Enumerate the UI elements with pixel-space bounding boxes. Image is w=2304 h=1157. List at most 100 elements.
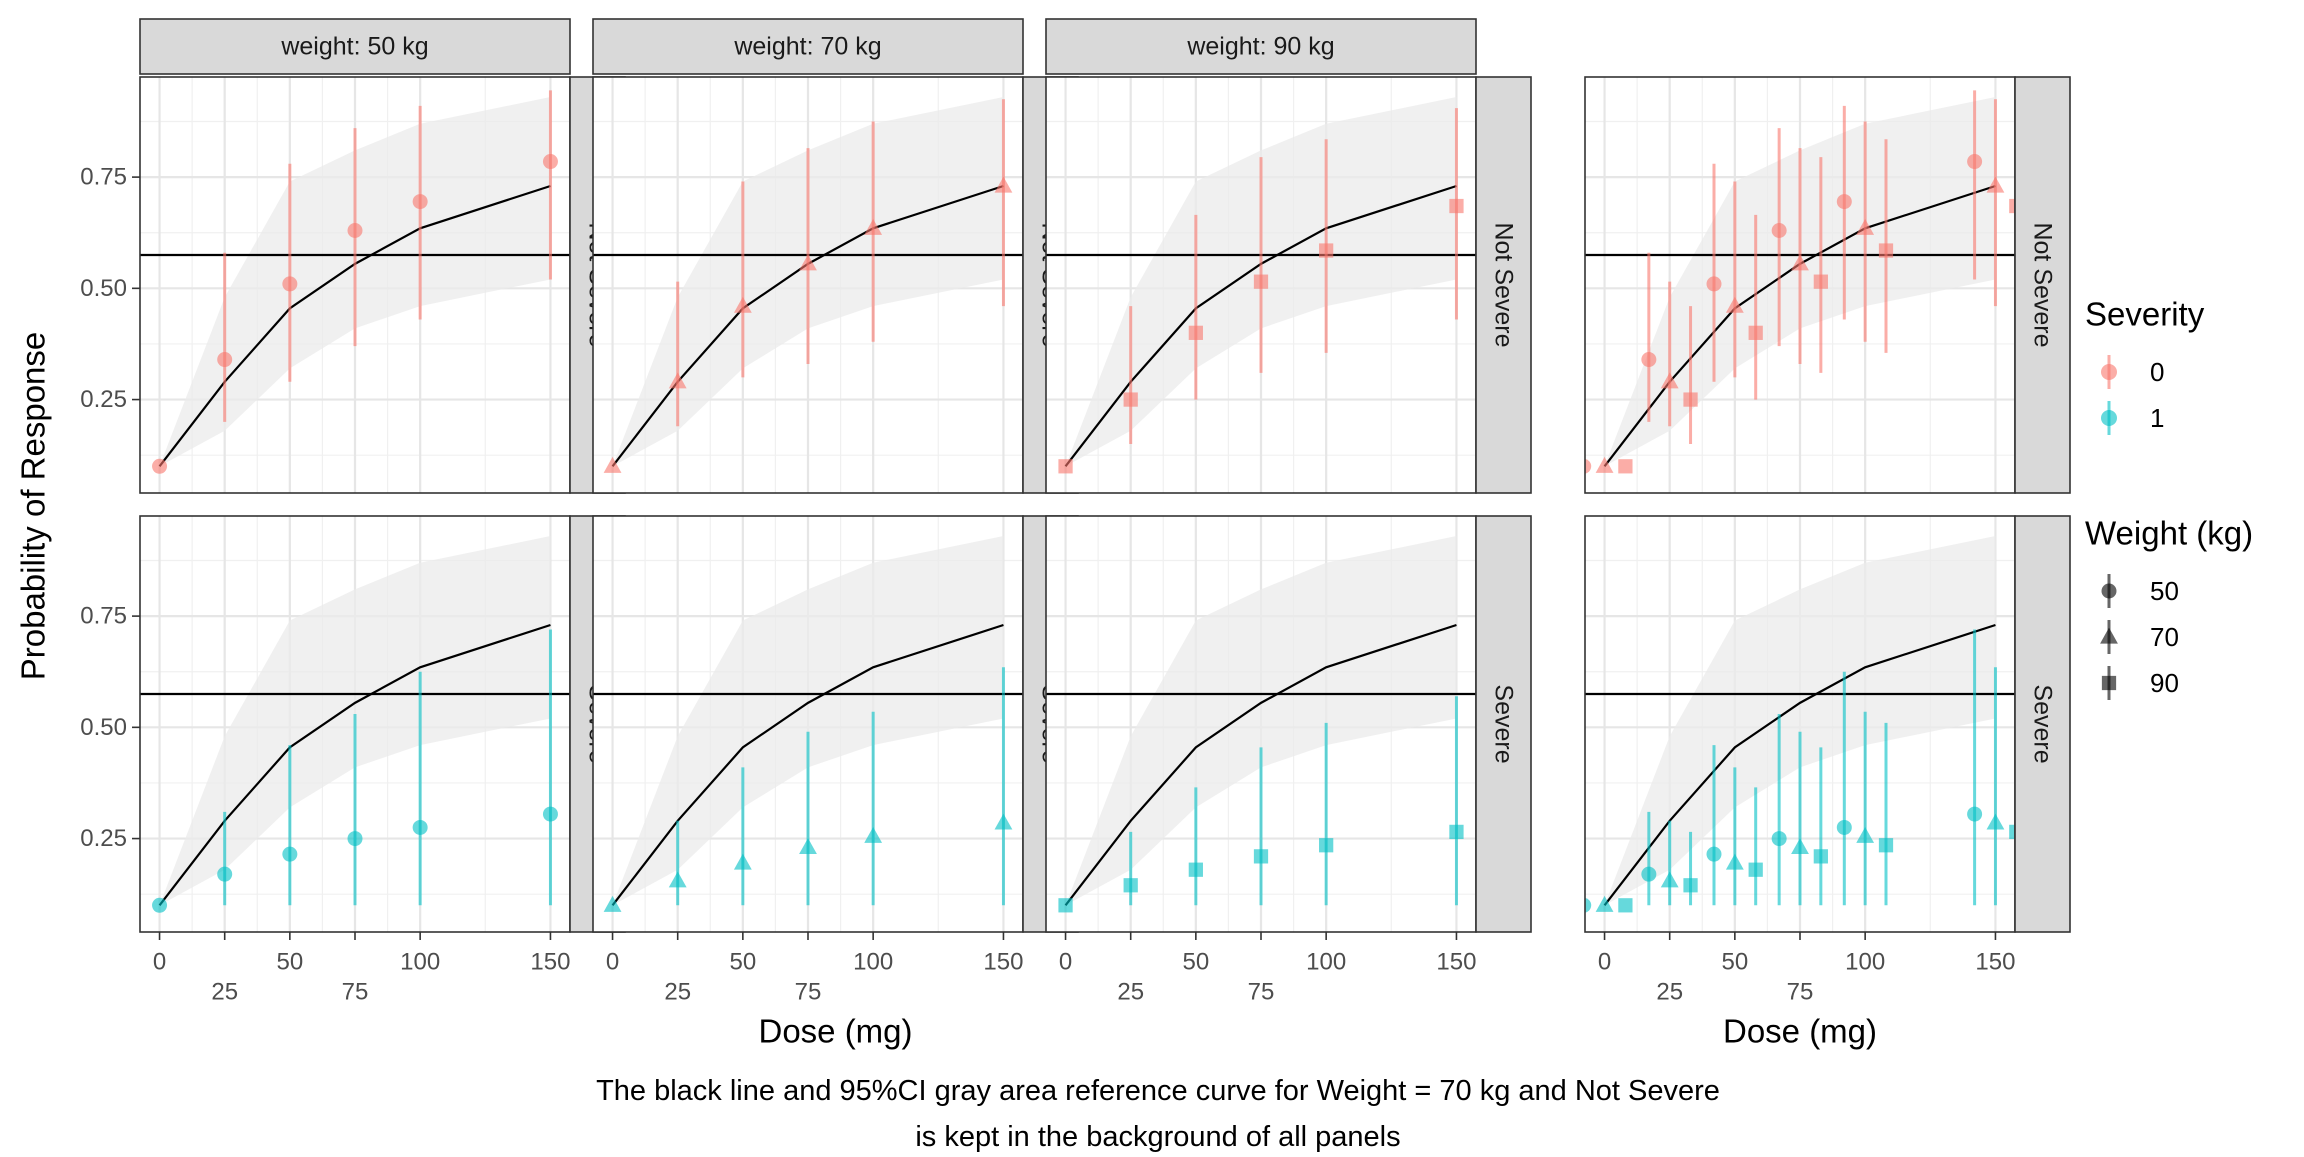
legend-severity-title: Severity [2085,296,2205,333]
data-point [1449,824,1464,840]
x-tick-label: 0 [1598,949,1611,976]
data-point [1813,849,1828,864]
data-point [1836,194,1852,210]
facet-strip-row [1475,515,1532,933]
data-point [1660,372,1679,389]
data-point [1683,392,1698,407]
panel-1-2: Severe [1045,515,1532,933]
facet-column-label: weight: 70 kg [733,33,881,61]
x-tick-label: 50 [276,949,303,976]
x-tick-label: 75 [342,979,369,1006]
data-point [1253,849,1269,864]
data-point [1856,826,1875,843]
x-tick-label: 50 [1182,949,1209,976]
y-tick-label: 0.50 [80,714,127,741]
x-tick-label: 75 [1787,979,1814,1006]
x-tick-label: 25 [1117,979,1144,1006]
data-point [1595,456,1614,473]
data-point [412,194,428,210]
panel-0-0: Not Severe [139,76,626,494]
data-point [1058,898,1073,913]
data-point [1595,895,1614,912]
x-tick-label: 100 [853,949,893,976]
data-point [412,819,428,835]
data-point [1986,813,2005,830]
panel-content [1046,536,1476,913]
data-point [152,897,168,913]
data-point [1641,352,1657,368]
x-tick-label: 75 [795,979,822,1006]
data-point [1618,898,1633,913]
data-point [217,866,233,882]
data-point [1123,878,1138,893]
x-tick-label: 0 [153,949,166,976]
legend-severity-label: 0 [2150,357,2164,387]
data-point [1813,274,1828,289]
facet-row-label: Severe [2029,684,2057,763]
panel-content [140,536,570,913]
legend-weight-key [2101,675,2117,691]
reference-curve [158,184,551,467]
data-point [1725,853,1744,870]
data-point [282,276,298,292]
panel-content [140,90,570,474]
data-point [1449,198,1464,214]
x-tick-label: 0 [606,949,619,976]
data-point [1748,862,1763,877]
panel-1-1: Severe [592,515,1079,933]
data-point [2009,198,2015,214]
legend-severity-key [2101,410,2117,426]
data-point [282,846,298,862]
legend-severity-label: 1 [2150,403,2164,433]
y-axis-title: Probability of Response [15,332,52,681]
data-point [1618,459,1633,474]
x-tick-label: 25 [1656,979,1683,1006]
data-point [1771,831,1787,847]
panel-content [593,536,1023,912]
reference-curve [611,623,1004,906]
x-axis-title-right: Dose (mg) [1723,1013,1877,1050]
x-tick-label: 150 [1975,949,2015,976]
facet-strip-column [1045,18,1477,75]
facet-strip-column [592,18,1024,75]
data-point [1967,806,1983,822]
data-point [1791,838,1809,855]
data-point [347,222,363,238]
legend-weight-key [2101,583,2117,599]
data-point [1058,459,1073,474]
data-point [668,871,687,888]
x-tick-label: 75 [1248,979,1275,1006]
panel-0-3: Not Severe [1584,76,2071,494]
panel-0-2: Not Severe [1045,76,1532,494]
reference-curve [611,184,1004,467]
y-tick-label: 0.75 [80,603,127,630]
reference-ribbon [1604,536,1996,906]
data-point [347,831,363,847]
x-tick-label: 50 [1721,949,1748,976]
reference-curve [158,623,551,906]
legend-weight-title: Weight (kg) [2085,515,2253,552]
data-point [1771,222,1787,238]
x-axis-title: Dose (mg) [758,1013,912,1050]
data-point [542,806,558,822]
data-point [1123,392,1138,407]
panel-content [1585,90,2015,474]
facet-strip-column [139,18,571,75]
facet-row-label: Not Severe [2029,222,2057,347]
y-tick-label: 0.50 [80,275,127,302]
data-point [1319,243,1334,258]
x-tick-label: 0 [1059,949,1072,976]
x-tick-label: 50 [729,949,756,976]
data-point [733,853,752,870]
panel-1-3: Severe [1584,515,2071,933]
facet-column-label: weight: 50 kg [280,33,428,61]
legend-weight-key [2100,627,2118,644]
panel-content [593,97,1023,473]
data-point [1319,838,1334,853]
x-tick-label: 100 [1306,949,1346,976]
chart-caption: is kept in the background of all panels [915,1121,1400,1152]
data-point [1683,878,1698,893]
panel-content [1046,97,1476,474]
